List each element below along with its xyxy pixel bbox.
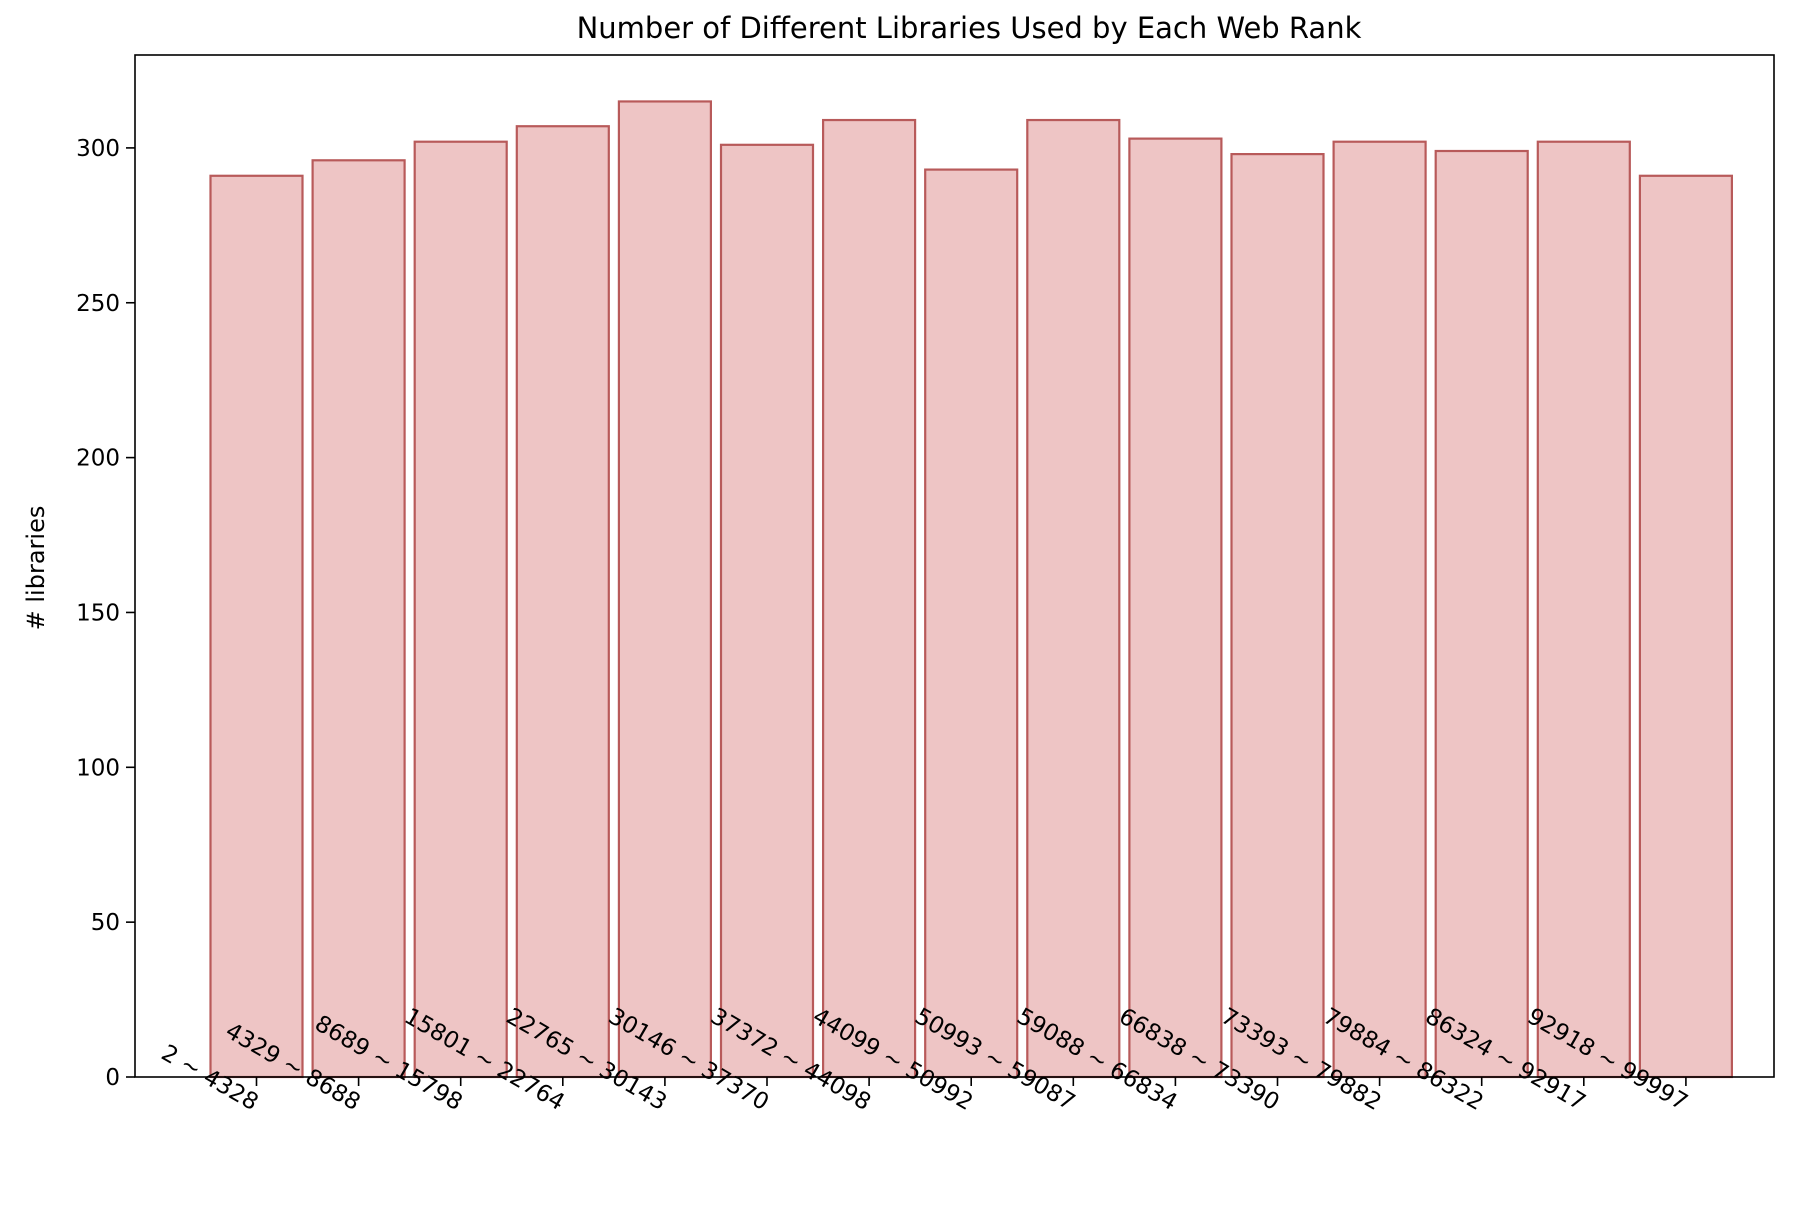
bar-1 bbox=[311, 159, 406, 1079]
y-tick-label-3: 150 bbox=[76, 600, 120, 626]
bar-13 bbox=[1536, 140, 1631, 1079]
bar-0 bbox=[209, 174, 304, 1079]
y-tick-label-2: 100 bbox=[76, 755, 120, 781]
bar-4 bbox=[617, 100, 713, 1079]
bar-10 bbox=[1230, 153, 1325, 1079]
y-axis: 0 50 100 150 200 250 300 bbox=[76, 136, 135, 1091]
bar-14 bbox=[1638, 174, 1734, 1079]
y-axis-label: # libraries bbox=[22, 506, 50, 631]
y-tick-label-4: 200 bbox=[76, 446, 120, 472]
bar-5 bbox=[719, 143, 815, 1079]
bar-2 bbox=[413, 140, 508, 1079]
chart-title: Number of Different Libraries Used by Ea… bbox=[577, 11, 1362, 45]
bar-12 bbox=[1434, 149, 1529, 1079]
bar-7 bbox=[924, 168, 1019, 1079]
plot-frame bbox=[134, 54, 1775, 1078]
bars-group bbox=[209, 100, 1734, 1079]
y-tick-label-5: 250 bbox=[76, 291, 120, 317]
y-tick-label-6: 300 bbox=[76, 136, 120, 162]
y-tick-label-1: 50 bbox=[91, 910, 120, 936]
bar-9 bbox=[1128, 137, 1223, 1079]
bar-8 bbox=[1026, 118, 1121, 1079]
bar-6 bbox=[821, 118, 917, 1079]
y-tick-label-0: 0 bbox=[105, 1065, 120, 1091]
bar-11 bbox=[1332, 140, 1427, 1079]
bar-3 bbox=[515, 125, 610, 1079]
